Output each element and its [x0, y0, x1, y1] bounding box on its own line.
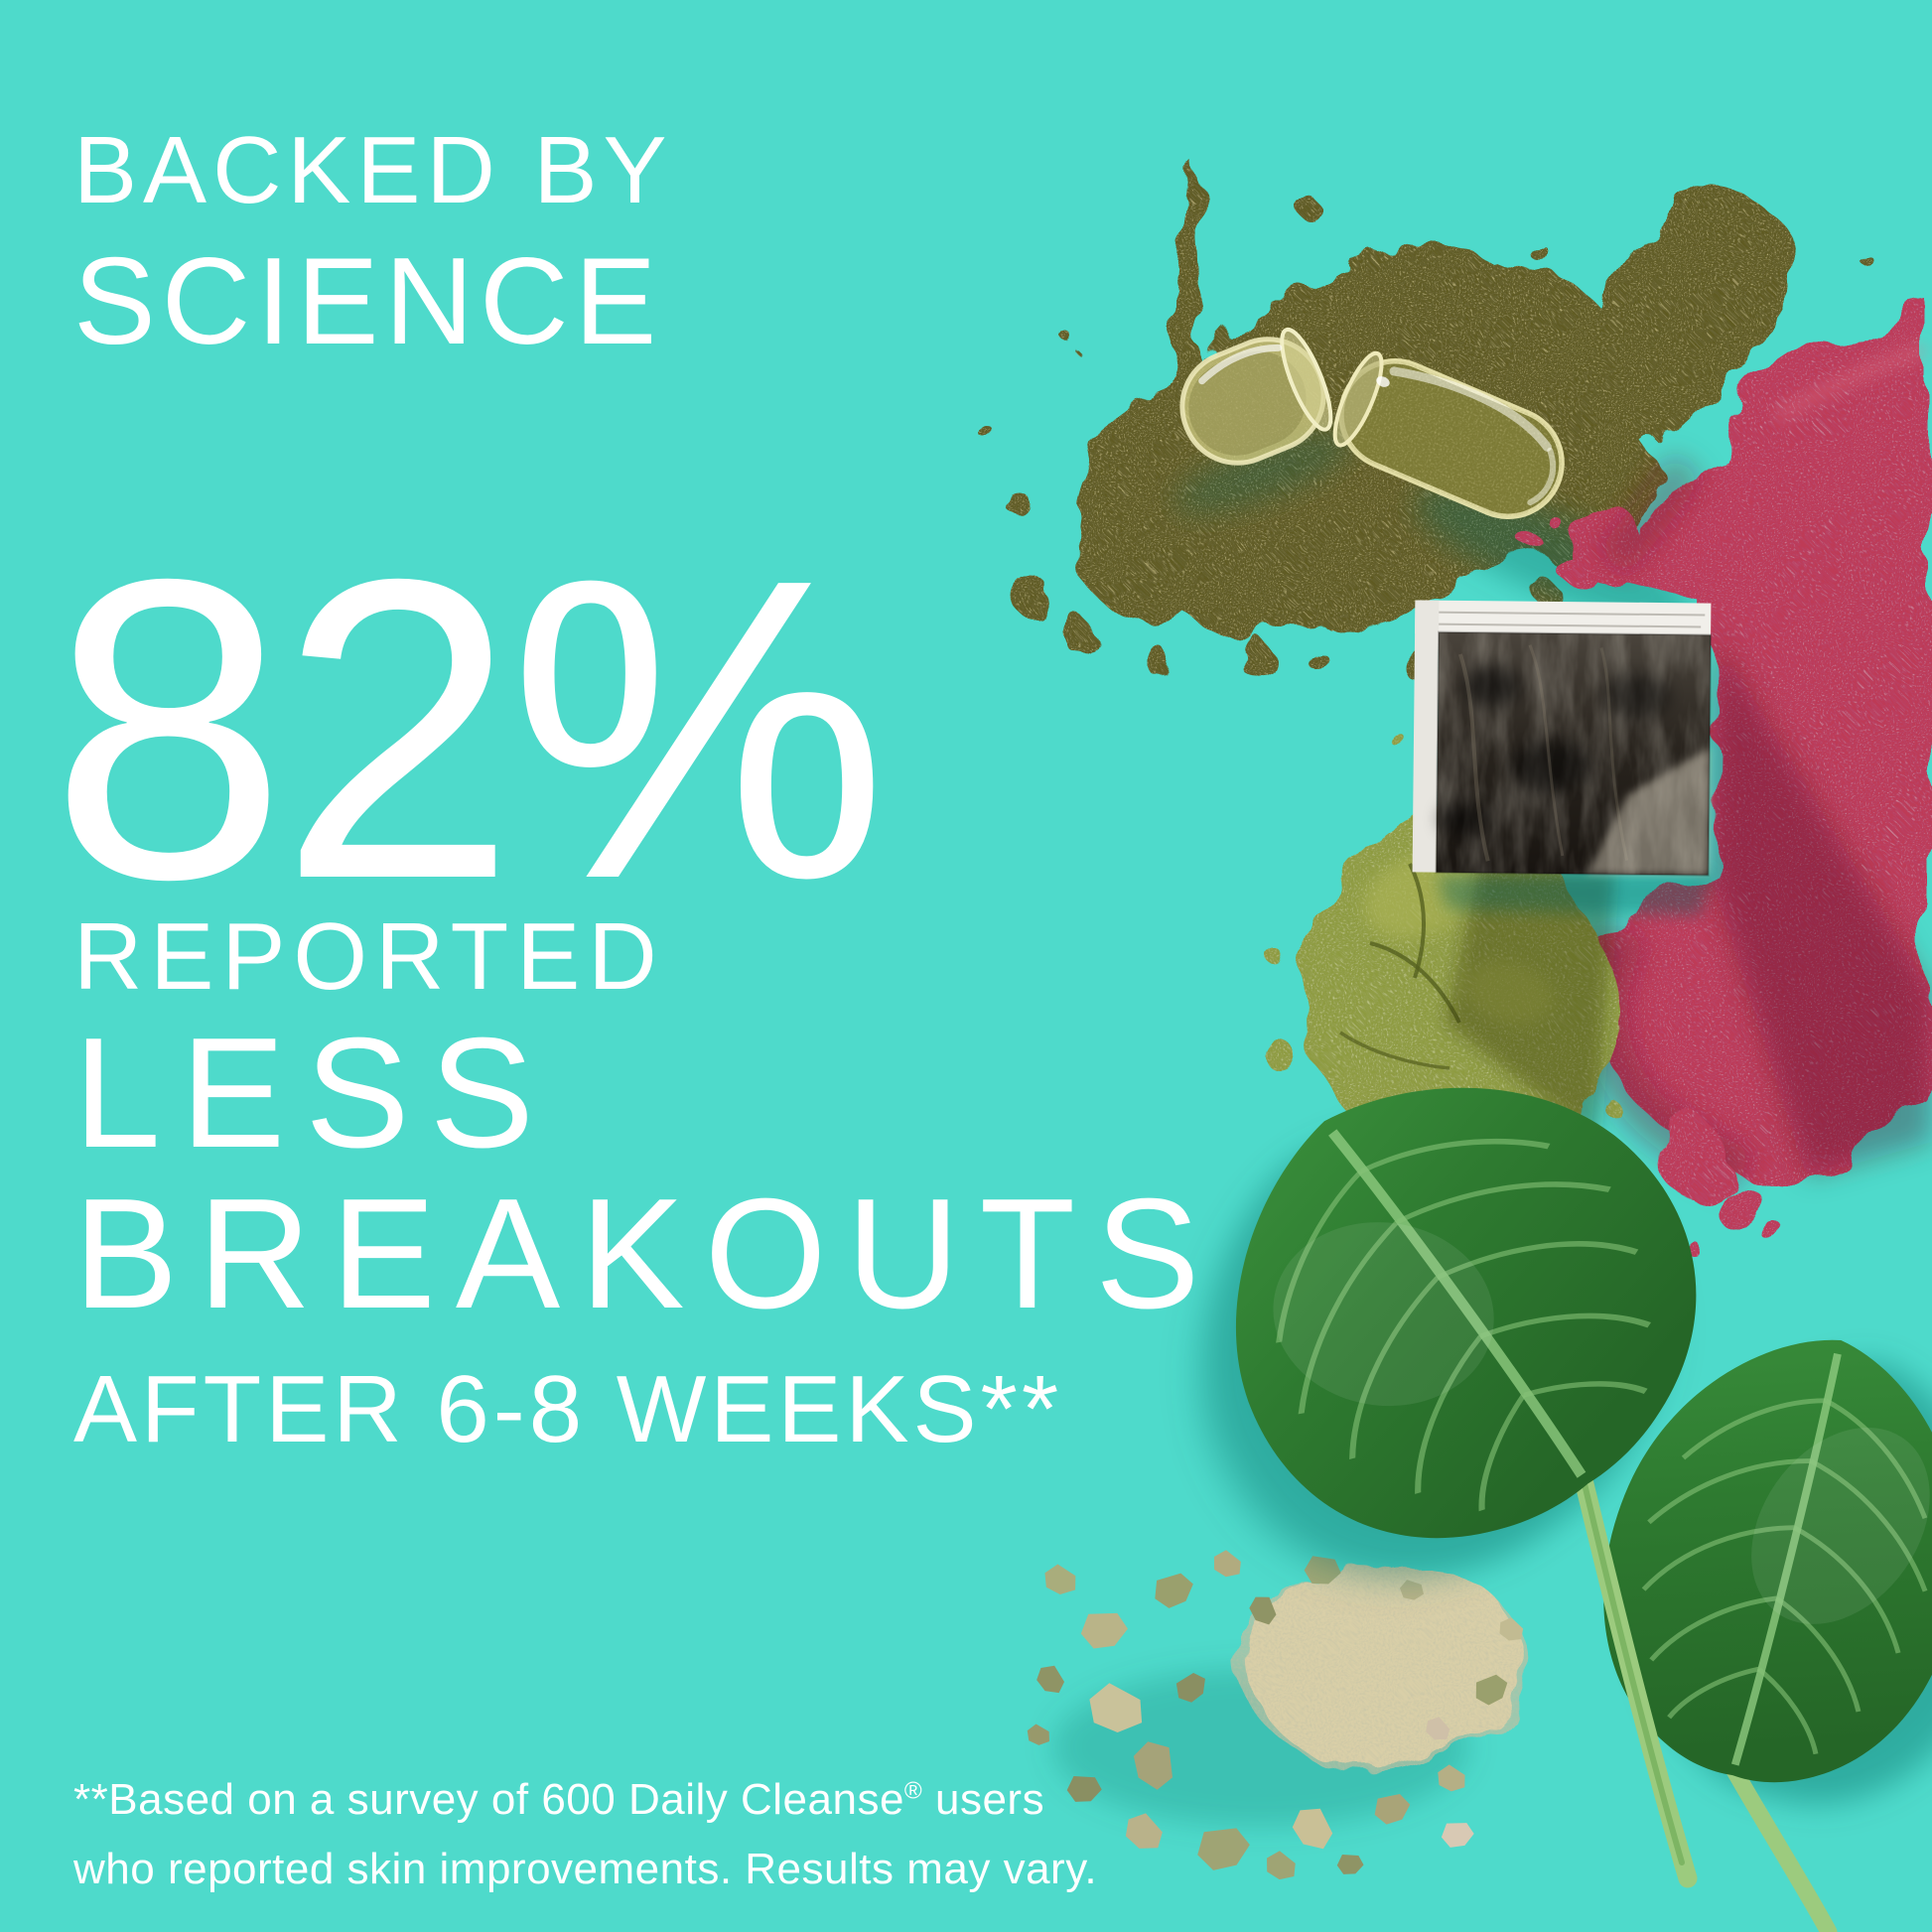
footnote-line1: **Based on a survey of 600 Daily Cleanse…	[73, 1765, 1097, 1835]
stat-line-less: LESS	[73, 1006, 555, 1180]
stat-line-timeframe: AFTER 6-8 WEEKS**	[73, 1356, 1063, 1462]
headline: BACKED BY SCIENCE	[73, 117, 673, 370]
stat-line-breakouts: BREAKOUTS	[73, 1167, 1220, 1341]
footnote-line1-text: **Based on a survey of 600 Daily Cleanse	[73, 1775, 904, 1824]
spinach-leaf-small	[1562, 1298, 1932, 1819]
dried-herb-flakes	[1025, 1547, 1528, 1884]
charcoal-cube-shadow-on-matcha	[1446, 866, 1614, 1140]
registered-trademark: ®	[903, 1777, 923, 1805]
spinach-leaf-large	[1134, 983, 1779, 1623]
capsule-shadow	[1173, 432, 1692, 625]
charcoal-cube	[1412, 600, 1713, 877]
headline-line1: BACKED BY	[73, 117, 673, 223]
charcoal-cube-shadow-on-ground	[1438, 870, 1714, 915]
headline-line2: SCIENCE	[73, 233, 663, 370]
capsule-body-half	[1332, 350, 1565, 519]
stat-value: 82%	[50, 491, 889, 968]
spinach-stem-small	[1724, 1758, 1838, 1932]
footnote-line1-suffix: users	[922, 1775, 1045, 1824]
stat-line-reported: REPORTED	[73, 903, 665, 1010]
footnote: **Based on a survey of 600 Daily Cleanse…	[73, 1765, 1097, 1905]
stat-description: REPORTED LESS BREAKOUTS AFTER 6-8 WEEKS*…	[73, 909, 1220, 1457]
spinach-stem-large-line	[1578, 1464, 1685, 1865]
footnote-line2: who reported skin improvements. Results …	[73, 1845, 1098, 1894]
capsule-cap-half	[1179, 327, 1333, 466]
charcoal-cube-shadow-on-red	[1710, 635, 1932, 1177]
beet-crumbs	[1658, 1124, 1786, 1248]
